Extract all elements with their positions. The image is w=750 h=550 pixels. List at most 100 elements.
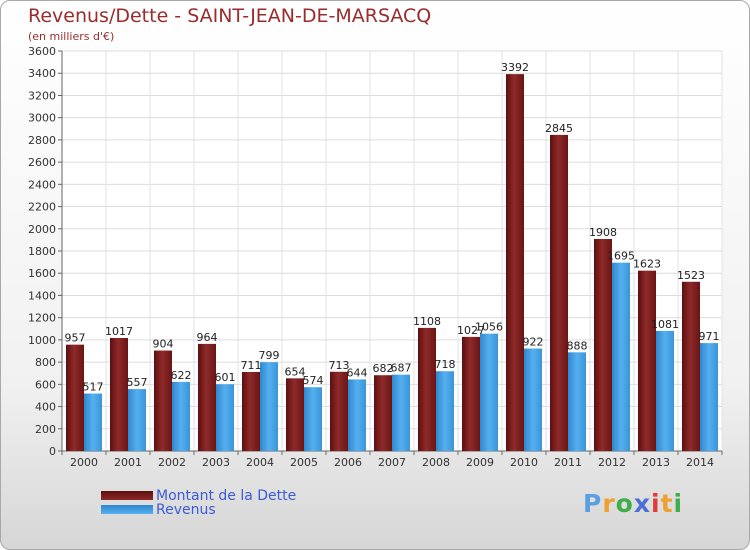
y-tick-label-2200: 2200 bbox=[28, 201, 56, 214]
data-label-debt-2005: 654 bbox=[285, 365, 306, 378]
x-tick-label-2012: 2012 bbox=[598, 456, 626, 469]
data-label-debt-2006: 713 bbox=[329, 359, 350, 372]
data-label-revenue-2012: 1695 bbox=[607, 250, 635, 263]
logo-letter-3: o bbox=[615, 489, 634, 518]
data-label-revenue-2006: 644 bbox=[347, 366, 368, 379]
legend-swatch-revenue bbox=[101, 505, 153, 514]
x-tick-label-2006: 2006 bbox=[334, 456, 362, 469]
chart-subtitle: (en milliers d'€) bbox=[28, 30, 115, 43]
y-tick-label-400: 400 bbox=[35, 401, 56, 414]
bar-revenue-2010 bbox=[524, 348, 542, 451]
y-tick-label-800: 800 bbox=[35, 356, 56, 369]
legend-label-revenue: Revenus bbox=[156, 502, 216, 518]
bar-debt-2004 bbox=[242, 372, 260, 451]
axes: 0 200 400 600 800 1000 1200 1400 1600 1800 2000 220… bbox=[28, 45, 723, 469]
x-tick-label-2004: 2004 bbox=[246, 456, 274, 469]
data-label-revenue-2009: 1056 bbox=[475, 321, 503, 334]
y-tick-label-1400: 1400 bbox=[28, 289, 56, 302]
x-tick-label-2000: 2000 bbox=[70, 456, 98, 469]
bar-debt-2007 bbox=[374, 375, 392, 451]
logo-letter-2: r bbox=[602, 489, 616, 518]
x-tick-label-2014: 2014 bbox=[686, 456, 714, 469]
data-label-debt-2012: 1908 bbox=[589, 226, 617, 239]
bar-revenue-2001 bbox=[128, 389, 146, 451]
logo-letter-5: i bbox=[651, 489, 661, 518]
data-label-revenue-2014: 971 bbox=[699, 330, 720, 343]
x-tick-label-2007: 2007 bbox=[378, 456, 406, 469]
bar-revenue-2002 bbox=[172, 381, 190, 451]
data-label-debt-2009: 1027 bbox=[457, 324, 485, 337]
y-tick-label-1600: 1600 bbox=[28, 267, 56, 280]
data-label-revenue-2013: 1081 bbox=[651, 318, 679, 331]
bar-debt-2000 bbox=[66, 344, 84, 451]
y-tick-label-0: 0 bbox=[49, 445, 56, 458]
data-label-revenue-2003: 601 bbox=[215, 371, 236, 384]
logo-letter-6: t bbox=[660, 489, 674, 518]
y-tick-label-2600: 2600 bbox=[28, 156, 56, 169]
data-label-revenue-2000: 517 bbox=[83, 381, 104, 394]
bar-debt-2001 bbox=[110, 338, 128, 451]
bars bbox=[66, 74, 718, 451]
x-tick-label-2001: 2001 bbox=[114, 456, 142, 469]
bar-revenue-2006 bbox=[348, 379, 366, 451]
bar-revenue-2009 bbox=[480, 333, 498, 451]
bar-revenue-2011 bbox=[568, 352, 586, 451]
data-label-debt-2003: 964 bbox=[197, 331, 218, 344]
chart-title: Revenus/Dette - SAINT-JEAN-DE-MARSACQ bbox=[28, 5, 432, 27]
x-tick-label-2008: 2008 bbox=[422, 456, 450, 469]
data-label-revenue-2005: 574 bbox=[303, 374, 324, 387]
legend-swatch-debt bbox=[101, 491, 153, 500]
logo-letter-4: x bbox=[633, 489, 651, 518]
data-label-debt-2013: 1623 bbox=[633, 258, 661, 271]
x-tick-label-2010: 2010 bbox=[510, 456, 538, 469]
data-label-debt-2014: 1523 bbox=[677, 269, 705, 282]
y-tick-label-200: 200 bbox=[35, 423, 56, 436]
x-tick-label-2005: 2005 bbox=[290, 456, 318, 469]
proxiti-logo: Proxiti bbox=[583, 489, 683, 518]
bar-debt-2006 bbox=[330, 371, 348, 451]
legend-label-debt: Montant de la Dette bbox=[156, 488, 297, 504]
y-tick-label-2800: 2800 bbox=[28, 134, 56, 147]
x-tick-label-2009: 2009 bbox=[466, 456, 494, 469]
bar-debt-2010 bbox=[506, 74, 524, 451]
x-tick-label-2013: 2013 bbox=[642, 456, 670, 469]
bar-debt-2003 bbox=[198, 343, 216, 451]
logo-letter-7: i bbox=[673, 489, 684, 518]
y-tick-label-2400: 2400 bbox=[28, 178, 56, 191]
bar-debt-2005 bbox=[286, 378, 304, 451]
bar-debt-2011 bbox=[550, 134, 568, 451]
bar-revenue-2014 bbox=[700, 343, 718, 451]
data-label-debt-2001: 1017 bbox=[105, 325, 133, 338]
data-label-debt-2011: 2845 bbox=[545, 122, 573, 135]
bar-debt-2012 bbox=[594, 239, 612, 451]
data-label-revenue-2010: 922 bbox=[523, 336, 544, 349]
bar-debt-2008 bbox=[418, 327, 436, 451]
bar-revenue-2003 bbox=[216, 384, 234, 451]
x-tick-label-2002: 2002 bbox=[158, 456, 186, 469]
y-tick-label-3200: 3200 bbox=[28, 89, 56, 102]
y-tick-label-1200: 1200 bbox=[28, 312, 56, 325]
data-label-debt-2010: 3392 bbox=[501, 61, 529, 74]
y-tick-label-2000: 2000 bbox=[28, 223, 56, 236]
data-label-revenue-2004: 799 bbox=[259, 349, 280, 362]
y-tick-label-3600: 3600 bbox=[28, 45, 56, 58]
y-tick-label-1800: 1800 bbox=[28, 245, 56, 258]
bar-debt-2013 bbox=[638, 270, 656, 451]
bar-revenue-2012 bbox=[612, 262, 630, 451]
bar-debt-2009 bbox=[462, 336, 480, 451]
data-label-revenue-2001: 557 bbox=[127, 376, 148, 389]
data-label-revenue-2008: 718 bbox=[435, 358, 456, 371]
x-tick-label-2011: 2011 bbox=[554, 456, 582, 469]
data-label-revenue-2011: 888 bbox=[567, 339, 588, 352]
y-tick-label-3400: 3400 bbox=[28, 67, 56, 80]
data-label-debt-2004: 711 bbox=[241, 359, 262, 372]
bar-revenue-2007 bbox=[392, 374, 410, 451]
data-label-debt-2000: 957 bbox=[65, 332, 86, 345]
bar-debt-2014 bbox=[682, 281, 700, 451]
data-label-debt-2007: 682 bbox=[373, 362, 394, 375]
data-label-revenue-2002: 622 bbox=[171, 369, 192, 382]
y-tick-label-600: 600 bbox=[35, 378, 56, 391]
bar-debt-2002 bbox=[154, 350, 172, 451]
